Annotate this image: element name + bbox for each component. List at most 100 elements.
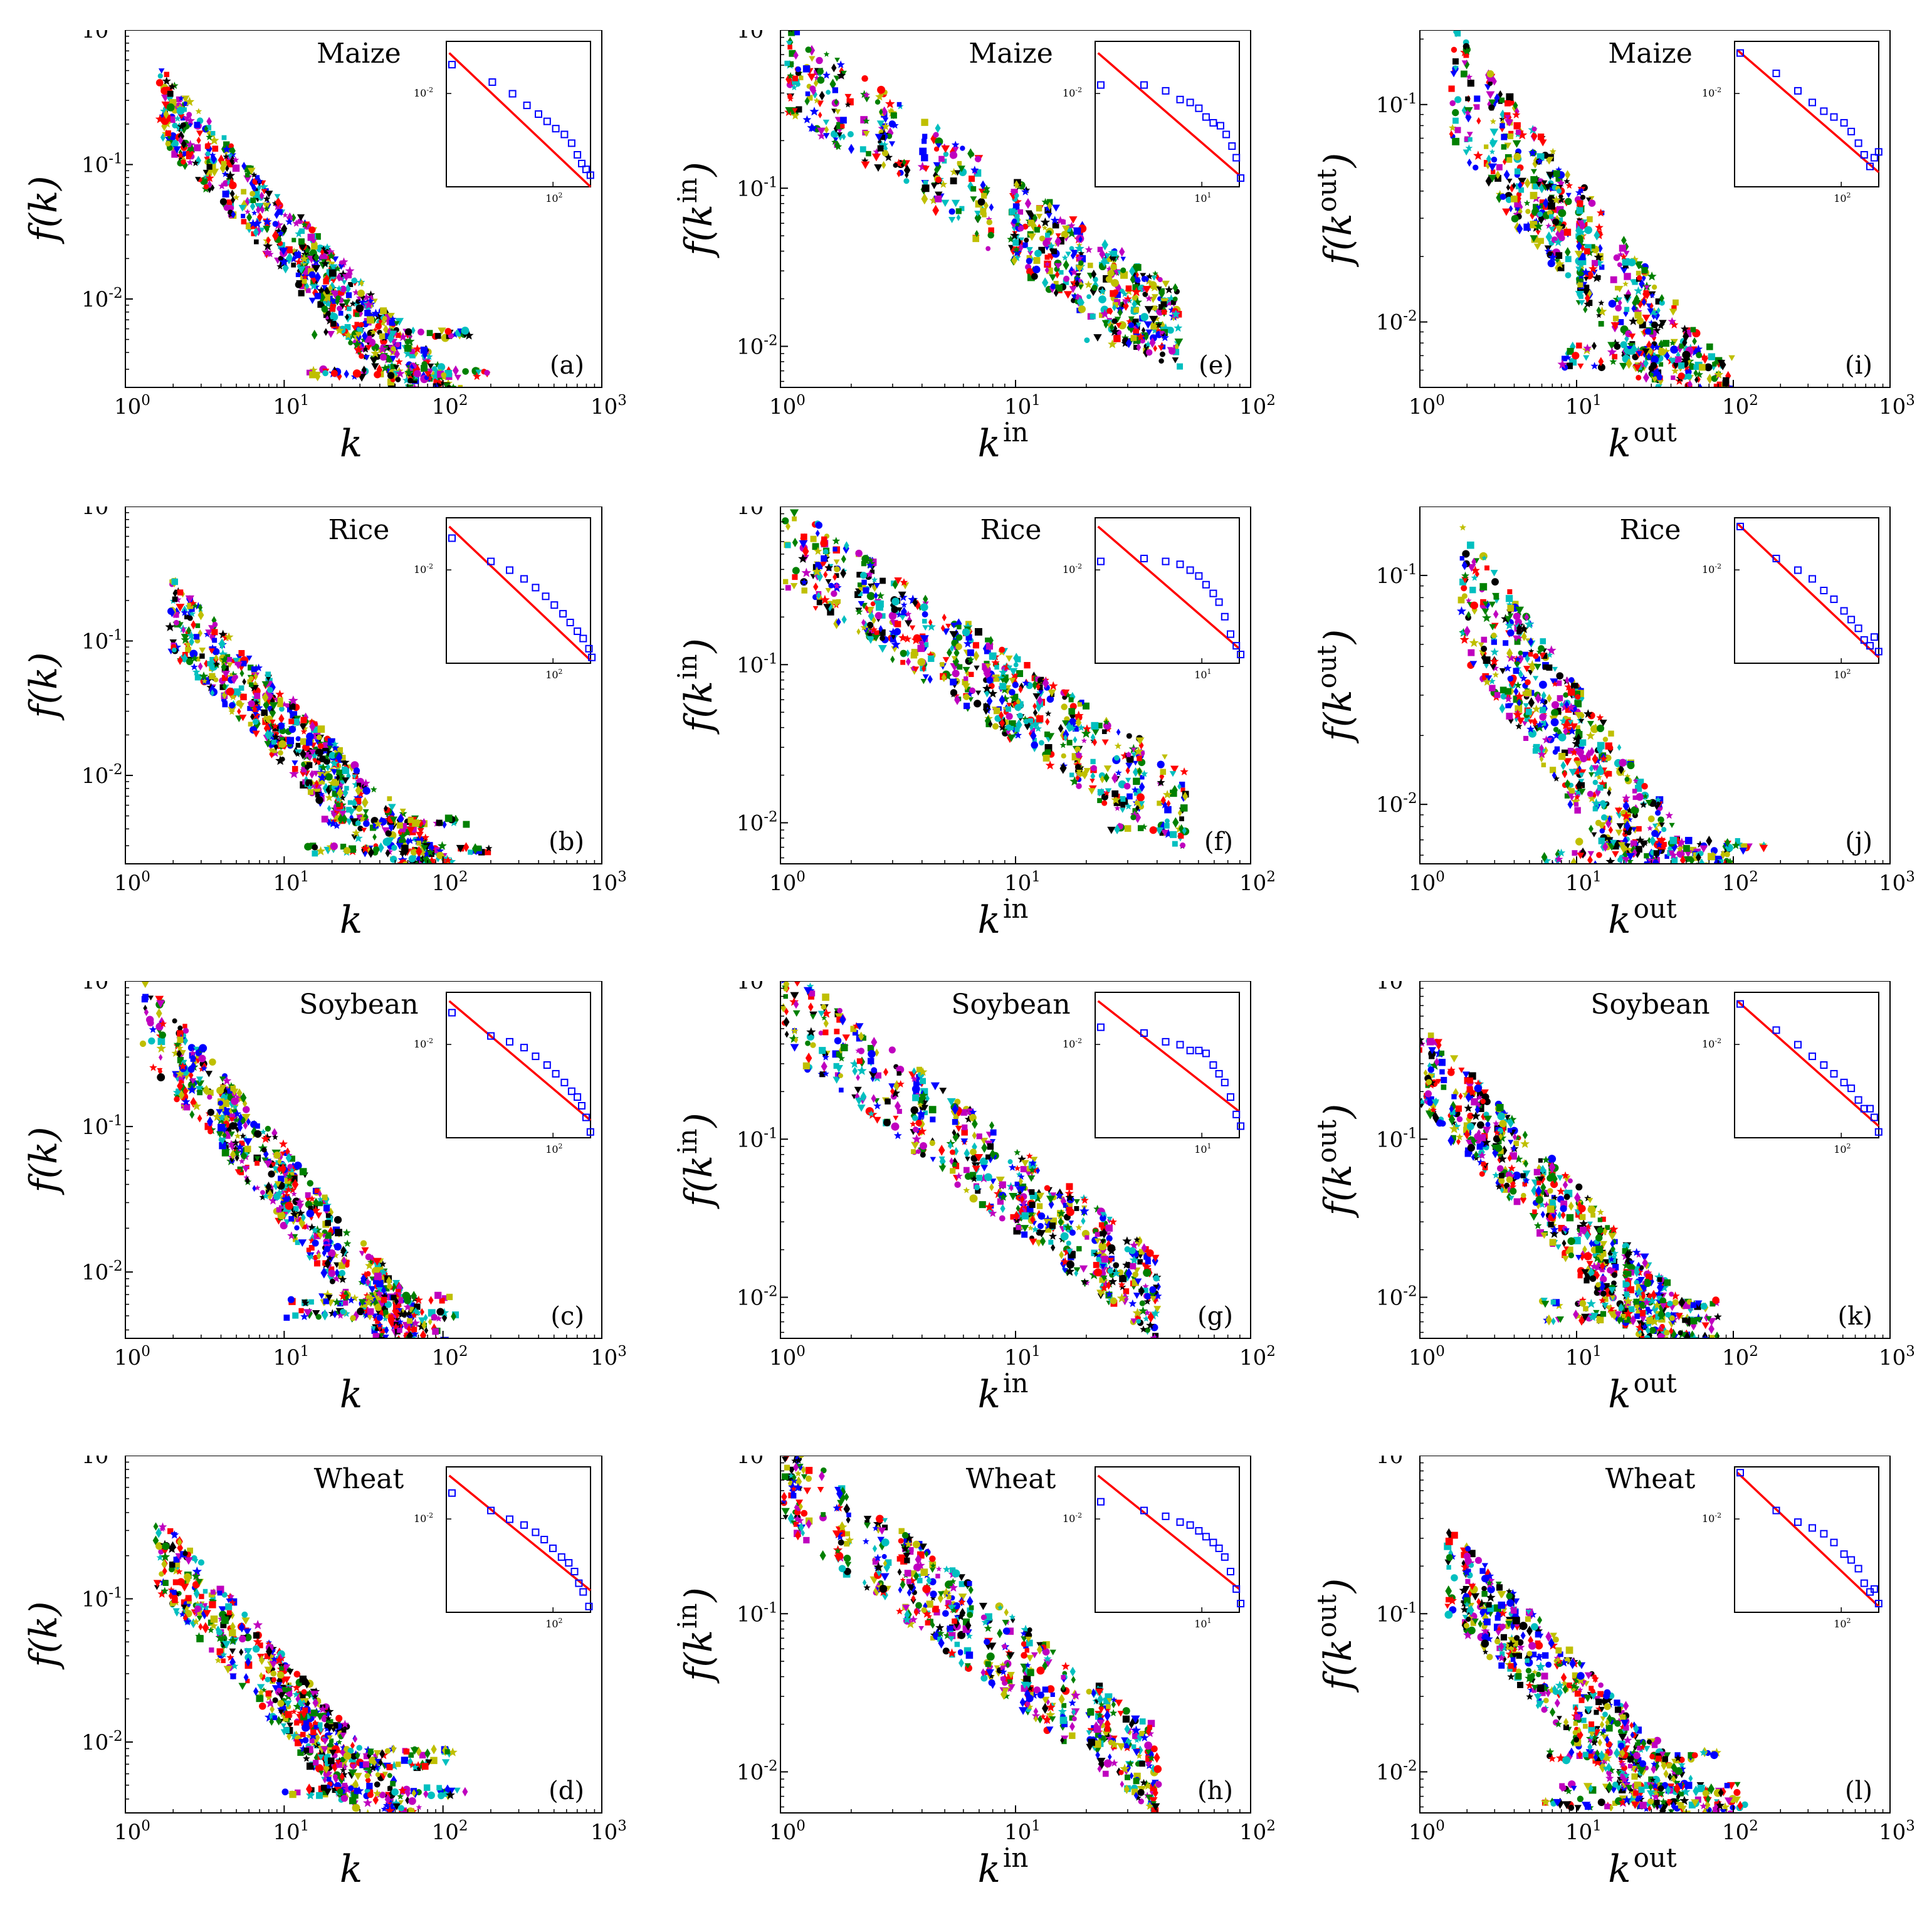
data-point: [337, 781, 344, 788]
data-point: [409, 1761, 416, 1768]
data-point: [1125, 338, 1132, 349]
data-point: [160, 1587, 169, 1595]
data-point: [172, 146, 181, 154]
data-point: [459, 1913, 465, 1919]
data-point: [419, 1321, 426, 1327]
data-point: [337, 1311, 344, 1319]
data-point: [1074, 243, 1084, 253]
data-point: [161, 101, 171, 110]
data-point: [296, 1204, 304, 1210]
data-point: [478, 930, 483, 935]
data-point: [426, 1845, 433, 1852]
data-point: [218, 649, 228, 659]
data-point: [1032, 213, 1038, 223]
data-point: [453, 1911, 458, 1916]
x-tick-label: 101: [273, 392, 309, 419]
data-point: [974, 211, 982, 217]
data-point: [290, 1731, 300, 1740]
data-point: [176, 96, 182, 103]
data-point: [276, 1692, 286, 1700]
inset-point: [549, 1544, 557, 1552]
data-point: [1162, 309, 1167, 315]
data-point: [396, 1348, 402, 1353]
data-point: [1105, 275, 1113, 283]
inset-y-tick-label: 10-2: [1063, 86, 1082, 99]
data-point: [156, 1000, 165, 1008]
data-point: [890, 112, 897, 119]
data-point: [395, 357, 403, 365]
data-point: [302, 725, 308, 732]
data-point: [458, 1889, 464, 1899]
data-point: [1109, 323, 1115, 332]
data-point: [165, 137, 172, 143]
x-tick-label: 103: [591, 1818, 627, 1845]
data-point: [1133, 297, 1143, 307]
data-point: [405, 1310, 412, 1317]
data-point: [441, 1851, 448, 1857]
data-point: [402, 1854, 408, 1860]
data-point: [186, 112, 192, 118]
data-point: [1096, 722, 1103, 729]
data-point: [248, 700, 255, 707]
data-point: [371, 363, 379, 370]
data-point: [271, 200, 278, 206]
data-point: [172, 1608, 180, 1615]
data-point: [398, 839, 406, 847]
data-point: [259, 182, 269, 191]
data-point: [323, 1706, 334, 1716]
data-point: [332, 256, 339, 263]
data-point: [1140, 273, 1147, 279]
data-point: [464, 896, 470, 901]
data-point: [178, 1089, 185, 1100]
data-point: [269, 707, 276, 718]
data-point: [427, 363, 434, 370]
data-point: [414, 1373, 421, 1380]
data-point: [1076, 297, 1083, 307]
data-point: [177, 1030, 184, 1037]
data-point: [221, 1658, 226, 1664]
data-point: [197, 662, 203, 671]
data-point: [169, 1590, 177, 1597]
data-point: [985, 246, 991, 251]
data-point: [1022, 242, 1028, 248]
data-point: [456, 445, 463, 453]
data-point: [1038, 246, 1046, 254]
data-point: [392, 1306, 397, 1315]
data-point: [300, 719, 307, 731]
data-point: [451, 331, 459, 338]
data-point: [251, 184, 257, 192]
data-point: [1108, 339, 1117, 349]
data-point: [417, 873, 422, 878]
data-point: [425, 388, 433, 396]
data-point: [363, 820, 370, 827]
data-point: [317, 772, 325, 779]
data-point: [1029, 211, 1035, 220]
data-point: [192, 1581, 200, 1588]
data-point: [1084, 280, 1093, 288]
data-point: [444, 1394, 449, 1402]
panel-c: 10010110210310-210-1100kf(k)Soybean(c)10…: [22, 981, 627, 1417]
data-point: [1133, 336, 1141, 344]
data-point: [382, 1309, 389, 1315]
data-point: [276, 1671, 285, 1679]
data-point: [156, 1043, 166, 1053]
data-point: [1155, 322, 1162, 328]
inset-point: [588, 653, 596, 661]
data-point: [218, 1123, 225, 1131]
data-point: [238, 649, 245, 656]
data-point: [1091, 270, 1097, 279]
crop-name: Maize: [317, 38, 401, 70]
data-point: [444, 814, 453, 822]
data-point: [1044, 255, 1050, 260]
data-point: [256, 206, 261, 214]
data-point: [312, 1698, 319, 1708]
data-point: [246, 213, 253, 223]
data-point: [417, 1869, 425, 1875]
data-point: [381, 1305, 387, 1311]
data-point: [251, 171, 258, 178]
data-point: [480, 957, 488, 964]
data-point: [227, 154, 233, 159]
data-point: [318, 778, 325, 785]
data-point: [374, 1273, 382, 1281]
data-point: [1110, 290, 1117, 297]
